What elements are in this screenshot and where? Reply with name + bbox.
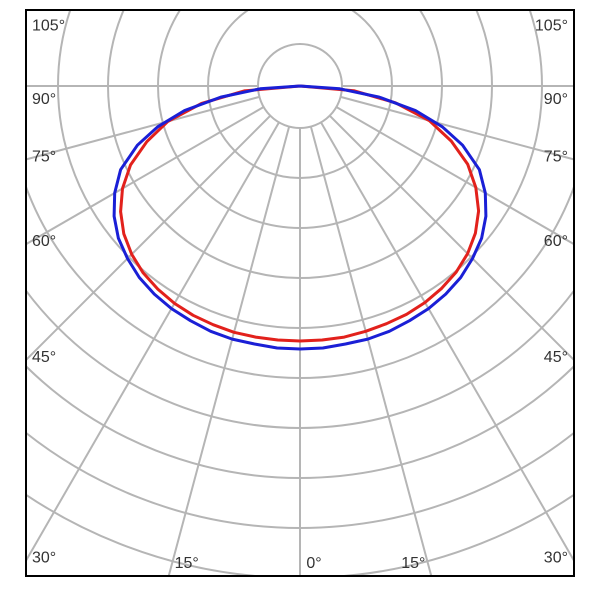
angle-label-left: 45° <box>32 349 56 366</box>
angle-label-bottom: 15° <box>401 555 425 572</box>
angle-label-bottom: 15° <box>175 555 199 572</box>
polar-chart: { "chart": { "type": "polar-intensity", … <box>0 0 600 600</box>
angle-label-right: 30° <box>544 550 568 567</box>
angle-label-right: 105° <box>535 18 568 35</box>
angle-label-left: 30° <box>32 550 56 567</box>
angle-label-left: 75° <box>32 148 56 165</box>
angle-label-bottom: 0° <box>306 555 321 572</box>
angle-label-left: 105° <box>32 18 65 35</box>
angle-label-right: 75° <box>544 148 568 165</box>
angle-label-right: 45° <box>544 349 568 366</box>
angle-label-right: 90° <box>544 91 568 108</box>
polar-svg: 105° 90° 75° 60° 45° 30° 105° 90° 75° 60° 45° 30° 15… <box>0 0 600 600</box>
angle-label-right: 60° <box>544 233 568 250</box>
angle-label-left: 60° <box>32 233 56 250</box>
angle-label-left: 90° <box>32 91 56 108</box>
